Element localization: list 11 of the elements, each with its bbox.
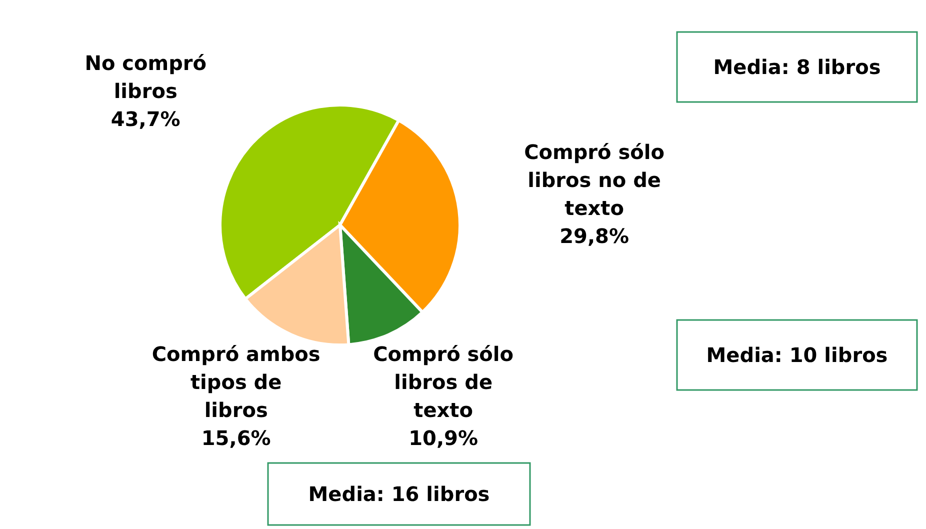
text: Media: 10 libros <box>706 343 888 367</box>
data-label: 43,7% <box>110 107 180 132</box>
slice-label: Compró sólo libros no de texto <box>524 140 665 220</box>
data-label: 15,6% <box>201 426 271 450</box>
data-label: 29,8% <box>560 224 630 248</box>
slice-label: Compró ambos tipos de libros <box>152 342 320 422</box>
text: Media: 8 libros <box>713 55 881 79</box>
data-label: 10,9% <box>408 426 478 450</box>
slice-label: No compró libros <box>84 51 207 104</box>
slice-label: Compró sólo libros de texto <box>373 342 514 422</box>
text: Media: 16 libros <box>308 482 490 506</box>
